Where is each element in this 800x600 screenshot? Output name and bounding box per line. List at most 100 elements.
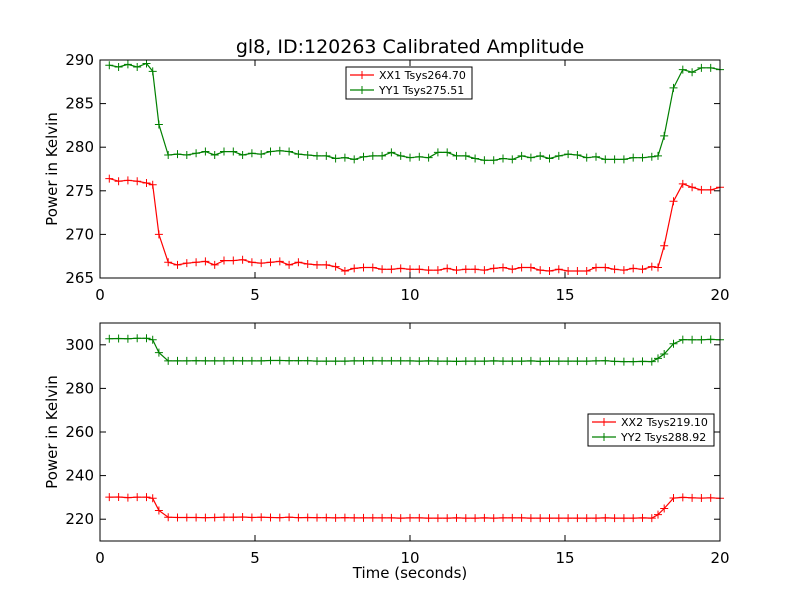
data-point xyxy=(592,152,600,161)
y-tick-label: 265 xyxy=(65,269,94,287)
data-point xyxy=(173,513,182,522)
data-point xyxy=(554,265,563,274)
data-point xyxy=(229,513,238,522)
data-point xyxy=(564,357,573,366)
data-point xyxy=(564,514,573,523)
bottom-panel: 0 5 10 15 20 220 240 260 280 300 Power in Kelvin Ti… xyxy=(43,322,730,582)
data-point xyxy=(638,513,647,522)
data-point xyxy=(229,256,238,265)
data-point xyxy=(331,357,340,366)
data-point xyxy=(340,267,349,276)
data-point xyxy=(489,156,498,165)
data-point xyxy=(554,151,563,160)
data-point xyxy=(660,241,669,250)
x-tick-label: 0 xyxy=(95,286,105,304)
data-point xyxy=(142,493,151,502)
data-point xyxy=(688,335,697,344)
data-point xyxy=(220,147,228,156)
data-point xyxy=(592,356,600,365)
data-point xyxy=(322,151,331,160)
data-point xyxy=(192,356,201,365)
legend: XX2 Tsys219.10 YY2 Tsys288.92 xyxy=(587,413,715,447)
data-point xyxy=(415,152,424,161)
y-tick-label: 285 xyxy=(65,95,94,113)
y-tick-label: 280 xyxy=(65,379,94,397)
data-point xyxy=(424,514,433,523)
data-point xyxy=(508,265,517,274)
data-point xyxy=(582,153,591,162)
data-point xyxy=(201,356,210,365)
data-point xyxy=(678,493,687,502)
data-point xyxy=(220,356,228,365)
data-point xyxy=(257,513,266,522)
data-point xyxy=(660,131,669,140)
data-point xyxy=(148,335,157,344)
data-point xyxy=(247,258,256,267)
data-point xyxy=(294,356,303,365)
data-point xyxy=(201,147,210,156)
y-tick-label: 280 xyxy=(65,138,94,156)
data-point xyxy=(313,357,321,366)
legend-label: YY2 Tsys288.92 xyxy=(620,431,706,444)
legend-marker xyxy=(600,418,608,426)
data-point xyxy=(499,263,507,272)
data-point xyxy=(238,151,247,160)
data-point xyxy=(303,151,312,160)
data-point xyxy=(303,356,312,365)
data-point xyxy=(133,177,142,186)
y-tick-label: 275 xyxy=(65,182,94,200)
data-point xyxy=(238,513,247,522)
data-point xyxy=(629,264,638,273)
data-point xyxy=(275,356,284,365)
legend-label: YY1 Tsys275.51 xyxy=(378,84,464,97)
data-point xyxy=(303,260,312,269)
data-point xyxy=(359,356,368,365)
data-point xyxy=(582,357,591,366)
data-point xyxy=(368,151,377,160)
data-point xyxy=(133,334,142,343)
data-point xyxy=(638,153,647,162)
data-point xyxy=(201,257,210,266)
data-point xyxy=(545,154,554,163)
data-point xyxy=(105,334,114,343)
data-point xyxy=(424,356,433,365)
data-point xyxy=(424,266,433,275)
data-point xyxy=(406,153,414,162)
legend-label: XX1 Tsys264.70 xyxy=(379,69,466,82)
data-point xyxy=(508,155,517,164)
x-tick-label: 10 xyxy=(400,286,419,304)
data-point xyxy=(114,492,123,501)
data-point xyxy=(592,263,600,272)
data-point xyxy=(582,267,591,276)
data-point xyxy=(545,514,554,523)
data-point xyxy=(396,514,405,523)
data-point xyxy=(669,197,678,206)
x-tick-label: 20 xyxy=(710,549,729,567)
x-tick-label: 15 xyxy=(555,286,574,304)
data-point xyxy=(105,493,114,502)
y-tick-label: 240 xyxy=(65,467,94,485)
data-point xyxy=(443,264,452,273)
data-point xyxy=(182,356,191,365)
data-point xyxy=(678,335,687,344)
data-point xyxy=(182,259,191,268)
legend-box xyxy=(587,413,715,447)
data-point xyxy=(154,120,163,129)
data-point xyxy=(424,153,433,162)
data-point xyxy=(654,354,662,363)
data-point xyxy=(164,151,173,160)
data-point xyxy=(601,356,610,365)
data-point xyxy=(697,63,706,72)
data-point xyxy=(601,513,610,522)
data-point xyxy=(660,504,669,513)
data-point xyxy=(210,260,219,269)
legend-marker xyxy=(358,71,366,79)
data-point xyxy=(480,357,489,366)
data-point xyxy=(148,494,157,503)
data-point xyxy=(536,357,545,366)
data-point xyxy=(105,174,114,183)
data-point xyxy=(619,155,628,164)
y-tick-label: 300 xyxy=(65,336,94,354)
data-point xyxy=(517,263,526,272)
data-point xyxy=(526,356,535,365)
